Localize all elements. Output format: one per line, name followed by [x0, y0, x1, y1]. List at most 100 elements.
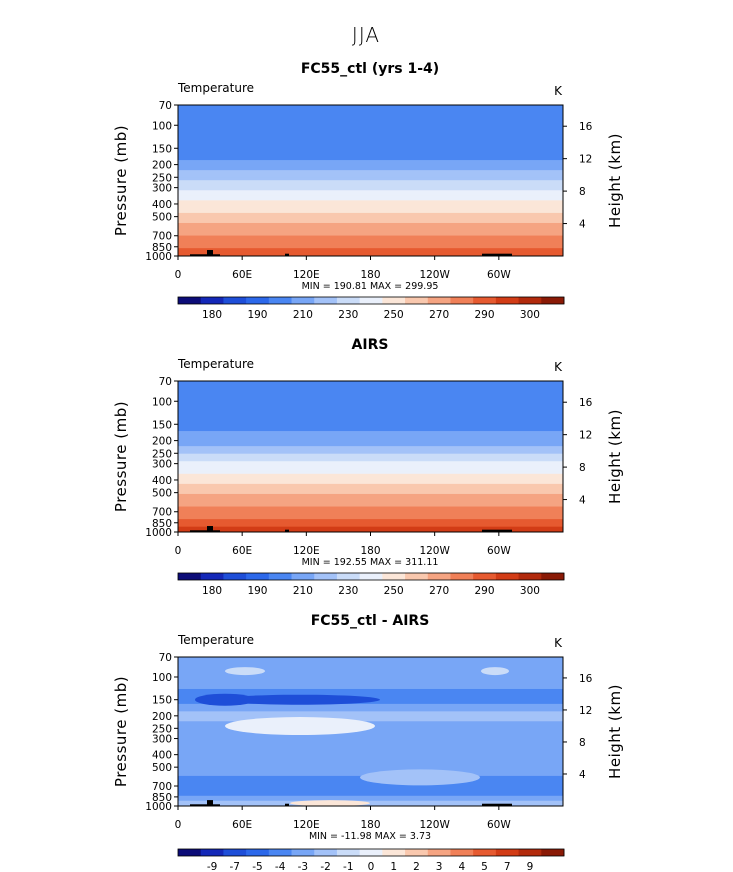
level-band — [178, 253, 563, 256]
y2-tick-label: 16 — [579, 121, 593, 133]
topography — [190, 804, 220, 806]
level-band — [178, 481, 563, 485]
level-band — [178, 659, 563, 663]
level-band — [178, 488, 563, 493]
level-band — [178, 746, 563, 750]
x-tick-label: 60E — [232, 269, 252, 281]
y2-axis-title: Height (km) — [606, 409, 624, 504]
level-band — [178, 456, 563, 460]
colorbar-swatch — [450, 849, 474, 856]
level-band — [178, 388, 563, 392]
level-band — [178, 441, 563, 445]
x-tick-label: 120E — [293, 819, 320, 831]
level-band — [178, 516, 563, 520]
y2-tick-label: 4 — [579, 495, 586, 507]
colorbar-tick-label: 230 — [338, 585, 358, 597]
variable-label: Temperature — [177, 633, 254, 647]
y-tick-label: 400 — [152, 475, 172, 487]
colorbar-swatch — [200, 573, 224, 580]
difference-feature — [360, 769, 480, 786]
topography — [482, 529, 512, 532]
level-band — [178, 483, 563, 487]
colorbar-swatch — [473, 849, 497, 856]
y-axis-title: Pressure (mb) — [112, 401, 130, 512]
colorbar-tick-label: -9 — [207, 861, 217, 872]
y-tick-label: 400 — [152, 199, 172, 211]
level-band — [178, 207, 563, 211]
level-band — [178, 498, 563, 503]
colorbar-swatch — [427, 573, 451, 580]
colorbar-swatch — [336, 849, 361, 856]
y-tick-label: 70 — [159, 376, 172, 388]
level-band — [178, 235, 563, 239]
x-tick-label: 60E — [232, 545, 252, 557]
colorbar-frame — [177, 296, 565, 305]
units-label: K — [554, 636, 563, 650]
level-band — [178, 177, 563, 181]
level-band — [178, 190, 563, 194]
level-band — [178, 681, 563, 685]
min-max-stats: MIN = 190.81 MAX = 299.95 — [302, 281, 439, 292]
level-band — [178, 431, 563, 435]
colorbar-swatch — [405, 573, 429, 580]
level-band — [178, 152, 563, 156]
level-band — [178, 122, 563, 126]
level-band — [178, 155, 563, 159]
y-tick-label: 150 — [152, 419, 172, 431]
level-band — [178, 795, 563, 799]
level-band — [178, 180, 563, 184]
y2-tick-label: 8 — [579, 737, 586, 749]
colorbar-swatch — [518, 297, 542, 304]
level-band — [178, 738, 563, 742]
level-band — [178, 783, 563, 787]
colorbar-tick-label: 300 — [520, 585, 540, 597]
colorbar: 180 190 210 230 250 270 290 300 — [177, 572, 565, 597]
level-band — [178, 423, 563, 427]
colorbar-swatch — [541, 297, 565, 304]
y-tick-label: 700 — [152, 231, 172, 243]
colorbar-swatch — [450, 573, 474, 580]
level-band — [178, 157, 563, 161]
level-band — [178, 751, 563, 755]
min-max-stats: MIN = -11.98 MAX = 3.73 — [309, 831, 431, 842]
level-band — [178, 765, 563, 770]
level-band — [178, 228, 563, 232]
level-band — [178, 721, 563, 725]
x-tick-label: 120E — [293, 545, 320, 557]
difference-feature — [225, 717, 375, 736]
colorbar-swatch — [405, 849, 429, 856]
level-band — [178, 243, 563, 247]
colorbar-swatch — [427, 297, 451, 304]
level-band — [178, 686, 563, 690]
y-axis-title: Pressure (mb) — [112, 125, 130, 236]
level-band — [178, 504, 563, 508]
level-band — [178, 134, 563, 139]
temperature-field — [178, 657, 563, 806]
level-band — [178, 748, 563, 752]
level-band — [178, 501, 563, 505]
colorbar-swatch — [268, 849, 292, 856]
colorbar-swatch — [246, 297, 270, 304]
y-tick-label: 300 — [152, 183, 172, 195]
level-band — [178, 398, 563, 402]
y-tick-label: 100 — [152, 672, 172, 684]
colorbar-tick-label: 180 — [202, 585, 222, 597]
y2-tick-label: 12 — [579, 705, 592, 717]
colorbar-tick-label: 190 — [247, 585, 267, 597]
level-band — [178, 661, 563, 665]
level-band — [178, 731, 563, 735]
level-band — [178, 147, 563, 151]
colorbar-tick-label: 7 — [504, 861, 511, 872]
y-tick-label: 70 — [159, 100, 172, 112]
y2-tick-label: 8 — [579, 462, 586, 474]
level-band — [178, 509, 563, 513]
colorbar-swatch — [382, 849, 406, 856]
level-band — [178, 691, 563, 695]
level-band — [178, 385, 563, 389]
level-band — [178, 129, 563, 133]
y-tick-label: 250 — [152, 448, 172, 460]
level-band — [178, 433, 563, 437]
level-band — [178, 436, 563, 440]
colorbar-tick-label: 230 — [338, 309, 358, 321]
level-band — [178, 230, 563, 234]
